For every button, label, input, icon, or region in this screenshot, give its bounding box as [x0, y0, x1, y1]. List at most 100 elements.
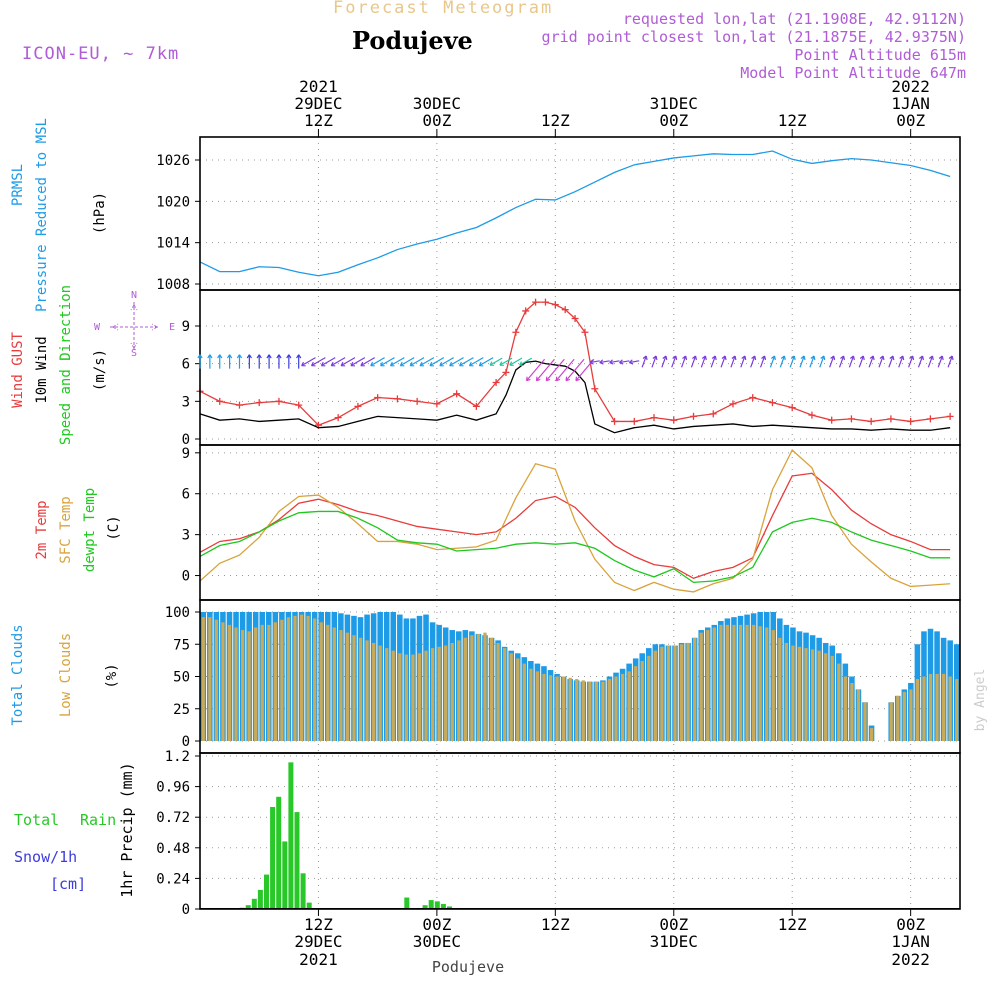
wind-gust-point	[690, 412, 698, 420]
wind-arrow-head	[711, 355, 717, 361]
low-clouds-bar	[398, 653, 402, 741]
wind-arrow	[759, 355, 766, 368]
wind-arrow	[799, 355, 805, 368]
wind-gust-point	[867, 417, 875, 425]
low-clouds-bar	[588, 681, 592, 741]
bottom-time-year: 2022	[891, 950, 930, 969]
top-time-hour: 00Z	[422, 111, 451, 130]
bottom-time-hour: 12Z	[778, 915, 807, 934]
precip-ytick-label: 0	[182, 902, 190, 918]
wind-gust-point	[946, 412, 954, 420]
wind-arrow	[419, 357, 435, 367]
low-clouds-bar	[660, 646, 664, 741]
wind-arrow	[789, 355, 795, 368]
watermark: by Angel	[973, 669, 988, 732]
low-clouds-bar	[797, 646, 802, 741]
wind-arrow	[829, 355, 835, 368]
wind-arrow-head	[919, 355, 925, 361]
wind-units: (m/s)	[92, 349, 108, 391]
wind-panel: 0 3 6 9	[182, 289, 961, 448]
low-clouds-bar	[496, 642, 500, 741]
wind-arrow-head	[555, 376, 561, 382]
wind-arrow	[565, 358, 585, 382]
wind-arrow	[651, 355, 657, 368]
wind-gust-point	[729, 400, 737, 408]
wind-arrow-head	[340, 361, 346, 367]
forecast-meteogram-title: Forecast Meteogram	[333, 0, 554, 18]
wind-arrow	[700, 355, 706, 368]
temp-frame	[199, 444, 961, 601]
low-clouds-bar	[221, 622, 225, 741]
low-clouds-bar	[850, 682, 854, 741]
model-label: ICON-EU, ~ 7km	[22, 44, 180, 64]
precip-bar	[270, 807, 276, 909]
wind-arrow	[888, 355, 894, 368]
bottom-time-date: 29DEC	[294, 932, 342, 951]
low-clouds-bar	[404, 654, 409, 741]
low-clouds-bar	[948, 676, 952, 741]
temp-ytick-label: 3	[182, 528, 190, 544]
wind-gust-point	[926, 415, 934, 423]
wind-arrow-head	[642, 355, 648, 361]
wind-arrow-head	[948, 355, 954, 361]
wind-arrow	[868, 355, 874, 368]
wind-gust-point	[275, 397, 283, 405]
wind-gust-point	[561, 306, 569, 314]
bottom-time-year: 2021	[299, 950, 338, 969]
wind-arrow	[400, 357, 415, 367]
pressure-units: (hPa)	[92, 192, 108, 234]
low-clouds-bar	[804, 648, 808, 741]
compass-icon	[110, 302, 160, 350]
low-clouds-bar	[457, 640, 461, 741]
bottom-time-hour: 12Z	[541, 915, 570, 934]
low-clouds-bar	[765, 627, 769, 741]
temp-ytick-label: 0	[182, 569, 190, 585]
pressure-panel: 1008 1014 1020 1026	[156, 136, 961, 293]
wind-arrow-head	[770, 355, 776, 361]
wind-arrow-head	[310, 361, 316, 367]
wind-gust-point	[591, 385, 599, 393]
top-time-year: 2021	[299, 77, 338, 96]
bottom-time-hour: 00Z	[422, 915, 451, 934]
wind-gust-point	[235, 401, 243, 409]
wind-arrow-head	[409, 361, 415, 367]
low-clouds-bar	[358, 637, 363, 741]
pressure-label-full: Pressure Reduced to MSL	[34, 118, 50, 312]
wind-arrow	[370, 357, 385, 367]
wind-gust-point	[907, 417, 915, 425]
wind-gust-point	[453, 390, 461, 398]
wind-arrow	[809, 355, 815, 368]
wind-arrow-head	[899, 355, 905, 361]
wind-arrow	[619, 360, 630, 364]
low-clouds-bar	[758, 626, 762, 741]
wind-arrow-head	[889, 355, 895, 361]
low-clouds-bar	[922, 676, 926, 741]
wind-arrow-head	[701, 355, 707, 361]
wind-arrow-head	[628, 359, 634, 365]
wind-gust-point	[354, 402, 362, 410]
wind-gust-point	[492, 379, 500, 386]
wind-gust-point	[551, 301, 559, 309]
precip-bar	[257, 889, 263, 909]
wind-gust-point	[749, 394, 757, 402]
low-clouds-bar	[869, 728, 874, 741]
low-clouds-bar	[575, 679, 579, 741]
total-rain-label-2: Rain	[80, 811, 116, 829]
low-clouds-bar	[299, 614, 304, 741]
wind-gust-point	[788, 404, 796, 412]
wind-gust-point	[611, 417, 619, 425]
wind-arrow	[555, 358, 575, 382]
precip-bar	[404, 897, 410, 909]
low-clouds-bar	[430, 648, 435, 741]
temp-2m-label: 2m Temp	[34, 500, 50, 559]
wind-arrow-head	[741, 355, 747, 361]
precip-ytick-label: 0.24	[156, 871, 190, 887]
wind-gust-point	[581, 328, 589, 336]
wind-arrow-head	[525, 376, 531, 382]
low-clouds-bar	[247, 631, 251, 741]
low-clouds-bar	[915, 679, 920, 741]
requested-coords: requested lon,lat (21.1908E, 42.9112N)	[622, 10, 966, 28]
low-clouds-bar	[529, 668, 533, 741]
grid-point-coords: grid point closest lon,lat (21.1875E, 42…	[541, 28, 966, 46]
low-clouds-bar	[699, 632, 703, 741]
